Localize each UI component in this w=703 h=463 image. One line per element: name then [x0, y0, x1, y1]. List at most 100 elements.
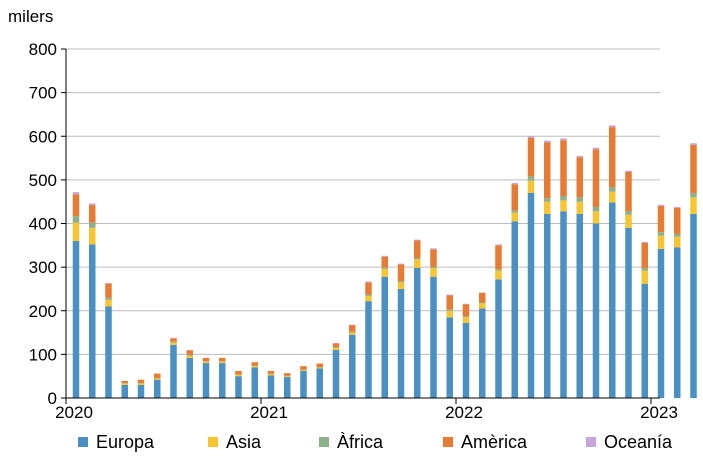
bar-segment-amèrica — [203, 358, 210, 361]
legend-swatch-àfrica — [319, 437, 329, 447]
bar-segment-amèrica — [414, 241, 421, 258]
x-tick-label: 2020 — [55, 403, 93, 422]
bar-segment-oceanía — [544, 141, 551, 143]
bar-segment-àfrica — [187, 355, 194, 356]
y-tick-label: 100 — [29, 345, 57, 364]
bar-segment-oceanía — [89, 203, 96, 205]
bar-segment-asia — [268, 374, 275, 375]
bar-segment-asia — [73, 223, 80, 241]
bar-segment-amèrica — [690, 145, 697, 193]
bar-segment-asia — [284, 376, 291, 377]
bar-segment-amèrica — [609, 127, 616, 187]
bar-segment-asia — [365, 296, 372, 301]
bar-segment-asia — [544, 202, 551, 214]
bar-segment-asia — [187, 356, 194, 358]
bar-segment-amèrica — [658, 206, 665, 232]
bar-segment-oceanía — [560, 138, 567, 140]
bar-segment-amèrica — [593, 149, 600, 207]
bar-segment-amèrica — [625, 172, 632, 211]
bar-segment-europa — [154, 380, 161, 398]
bar-segment-amèrica — [187, 350, 194, 354]
bar-segment-europa — [170, 345, 177, 398]
bar-segment-europa — [235, 376, 242, 398]
bar-segment-europa — [447, 317, 454, 398]
bar-segment-asia — [138, 384, 145, 385]
bar-segment-asia — [674, 237, 681, 248]
bar-segment-amèrica — [463, 304, 470, 316]
bar-segment-oceanía — [430, 248, 437, 249]
bar-segment-amèrica — [495, 245, 502, 269]
bar-segment-europa — [625, 228, 632, 398]
x-tick-label: 2021 — [250, 403, 288, 422]
bar-segment-asia — [609, 192, 616, 203]
bar-segment-asia — [658, 236, 665, 249]
bar-segment-àfrica — [528, 176, 535, 180]
bar-segment-asia — [154, 378, 161, 379]
bar-segment-europa — [300, 371, 307, 398]
bar-segment-asia — [528, 181, 535, 193]
bar-segment-europa — [317, 368, 324, 398]
bar-segment-asia — [463, 317, 470, 323]
bar-segment-europa — [138, 385, 145, 398]
bar-segment-asia — [317, 367, 324, 368]
bar-segment-àfrica — [382, 268, 389, 269]
y-tick-label: 600 — [29, 127, 57, 146]
y-tick-label: 300 — [29, 258, 57, 277]
bar-segment-asia — [398, 282, 405, 289]
bar-segment-amèrica — [560, 140, 567, 196]
bar-segment-oceanía — [577, 156, 584, 157]
bars — [73, 82, 703, 398]
bar-segment-oceanía — [658, 205, 665, 206]
bar-segment-amèrica — [479, 293, 486, 303]
bar-segment-amèrica — [447, 295, 454, 309]
bar-segment-europa — [658, 249, 665, 398]
legend-swatch-oceanía — [586, 437, 596, 447]
y-tick-label: 500 — [29, 171, 57, 190]
bar-segment-oceanía — [73, 192, 80, 194]
bar-segment-àfrica — [463, 316, 470, 317]
bar-segment-asia — [625, 215, 632, 228]
bar-segment-europa — [593, 224, 600, 399]
bar-segment-oceanía — [528, 136, 535, 138]
bar-segment-europa — [284, 377, 291, 398]
bar-segment-asia — [252, 366, 259, 367]
bar-segment-àfrica — [105, 298, 112, 300]
bar-segment-àfrica — [512, 210, 519, 212]
bar-segment-amèrica — [122, 381, 129, 383]
y-tick-label: 400 — [29, 215, 57, 234]
bar-segment-oceanía — [105, 283, 112, 284]
legend-swatch-asia — [208, 437, 218, 447]
bar-segment-europa — [252, 367, 259, 398]
bar-segment-asia — [382, 269, 389, 277]
legend-label-oceanía: Oceanía — [604, 432, 673, 452]
bar-segment-oceanía — [593, 148, 600, 150]
bar-segment-europa — [187, 358, 194, 398]
bar-segment-asia — [447, 311, 454, 318]
bar-segment-asia — [203, 362, 210, 363]
bar-segment-europa — [463, 323, 470, 398]
bar-segment-asia — [414, 259, 421, 268]
bar-segment-asia — [642, 271, 649, 284]
bar-segment-amèrica — [317, 364, 324, 367]
bar-segment-oceanía — [398, 264, 405, 265]
bar-segment-àfrica — [447, 309, 454, 310]
bar-segment-asia — [89, 228, 96, 245]
bar-segment-europa — [690, 214, 697, 398]
bar-segment-àfrica — [544, 198, 551, 201]
bar-segment-oceanía — [495, 244, 502, 245]
bar-segment-asia — [690, 197, 697, 214]
bar-segment-europa — [365, 301, 372, 398]
bar-segment-àfrica — [430, 267, 437, 268]
bar-segment-asia — [349, 333, 356, 335]
bar-segment-àfrica — [479, 302, 486, 303]
bar-segment-àfrica — [398, 281, 405, 282]
bar-segment-asia — [235, 375, 242, 376]
bar-segment-amèrica — [154, 374, 161, 378]
bar-segment-asia — [219, 362, 226, 363]
bar-segment-àfrica — [560, 196, 567, 200]
bar-segment-àfrica — [625, 211, 632, 214]
bar-segment-amèrica — [252, 362, 259, 365]
